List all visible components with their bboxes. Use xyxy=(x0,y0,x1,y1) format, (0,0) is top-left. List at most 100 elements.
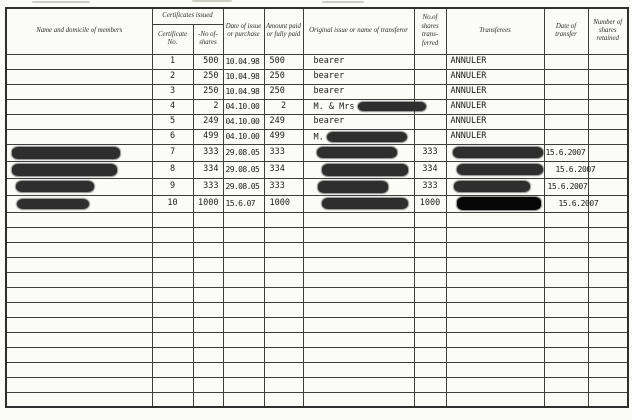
empty-cell xyxy=(413,271,447,288)
empty-cell xyxy=(445,316,545,333)
empty-cell xyxy=(222,361,265,378)
cell-transferee: ANNULER xyxy=(445,68,545,85)
empty-cell xyxy=(263,271,304,288)
cell-issue-date: 04.10.00 xyxy=(222,128,265,145)
cell-certificate-no: 7 xyxy=(151,143,194,162)
empty-cell xyxy=(587,346,629,363)
cell-amount-paid: 249 xyxy=(263,113,304,130)
table-row-empty xyxy=(5,376,629,393)
empty-cell xyxy=(543,256,589,273)
cell-member-name xyxy=(5,83,153,100)
empty-cell xyxy=(151,271,194,288)
empty-cell xyxy=(263,361,304,378)
empty-cell xyxy=(151,316,194,333)
header-no-of-shares: -No of- shares xyxy=(192,23,224,55)
empty-cell xyxy=(151,286,194,303)
header-original-issue: Original issue or name of transferor xyxy=(302,7,415,55)
empty-cell xyxy=(543,286,589,303)
empty-cell xyxy=(5,241,153,258)
cell-shares-transferred: 334 xyxy=(413,160,447,179)
empty-cell xyxy=(587,286,629,303)
cell-amount-paid: 250 xyxy=(263,68,304,85)
empty-cell xyxy=(151,301,194,318)
empty-cell xyxy=(192,316,224,333)
cell-transferee xyxy=(445,160,545,179)
empty-cell xyxy=(5,286,153,303)
redaction-bar xyxy=(16,181,94,192)
cell-no-of-shares: 249 xyxy=(192,113,224,130)
empty-cell xyxy=(413,346,447,363)
redaction-bar xyxy=(452,147,543,158)
empty-cell xyxy=(445,346,545,363)
cell-issue-date: 10.04.98 xyxy=(222,83,265,100)
empty-cell xyxy=(587,301,629,318)
empty-cell xyxy=(222,256,265,273)
cell-original-issue xyxy=(302,160,415,179)
empty-cell xyxy=(263,346,304,363)
empty-cell xyxy=(222,316,265,333)
empty-cell xyxy=(445,361,545,378)
empty-cell xyxy=(302,241,415,258)
cell-amount-paid: 500 xyxy=(263,53,304,70)
empty-cell xyxy=(445,376,545,393)
table-row-empty xyxy=(5,331,629,348)
redaction-bar xyxy=(317,180,388,193)
transfer-date-value: 15.6.2007 xyxy=(547,181,588,191)
table-header: Name and domicile of members Certificate… xyxy=(5,7,629,55)
empty-cell xyxy=(5,226,153,243)
transfer-date-value: 15.6.2007 xyxy=(545,147,586,157)
cell-original-issue xyxy=(302,177,415,196)
empty-cell xyxy=(445,271,545,288)
cell-member-name xyxy=(5,113,153,130)
empty-cell xyxy=(222,241,265,258)
cell-shares-transferred: 333 xyxy=(413,177,447,196)
empty-cell xyxy=(222,226,265,243)
empty-cell xyxy=(263,226,304,243)
cell-certificate-no: 6 xyxy=(151,128,194,145)
empty-cell xyxy=(543,316,589,333)
empty-cell xyxy=(222,346,265,363)
empty-cell xyxy=(5,211,153,228)
empty-cell xyxy=(587,361,629,378)
empty-cell xyxy=(302,331,415,348)
empty-cell xyxy=(263,316,304,333)
empty-cell xyxy=(151,211,194,228)
cell-transfer-date xyxy=(543,128,589,145)
cell-issue-date: 29.08.05 xyxy=(222,177,265,196)
transfer-date-value: 15.6.2007 xyxy=(558,198,599,208)
cell-issue-date: 10.04.98 xyxy=(222,53,265,70)
cell-original-issue: bearer xyxy=(302,113,415,130)
empty-cell xyxy=(543,211,589,228)
empty-cell xyxy=(445,241,545,258)
empty-cell xyxy=(445,331,545,348)
redaction-bar xyxy=(12,163,117,176)
cell-certificate-no: 3 xyxy=(151,83,194,100)
empty-cell xyxy=(192,241,224,258)
register-table-body: 1 500 10.04.98 500 bearer ANNULER 2 250 10.04.98… xyxy=(5,53,629,408)
empty-cell xyxy=(192,271,224,288)
cell-shares-transferred: 1000 xyxy=(413,194,447,213)
cell-original-issue: bearer xyxy=(302,83,415,100)
empty-cell xyxy=(543,391,589,408)
empty-cell xyxy=(151,376,194,393)
empty-cell xyxy=(445,286,545,303)
table-row: 10 1000 15.6.07 1000 1000 15.6.2007 xyxy=(5,194,629,213)
cell-no-of-shares: 250 xyxy=(192,68,224,85)
cell-transferee: ANNULER xyxy=(445,53,545,70)
empty-cell xyxy=(151,241,194,258)
cell-original-issue: bearer xyxy=(302,68,415,85)
empty-cell xyxy=(302,301,415,318)
empty-cell xyxy=(263,241,304,258)
table-row: 6 499 04.10.00 499 M. ANNULER xyxy=(5,128,629,145)
empty-cell xyxy=(413,256,447,273)
cell-no-of-shares: 333 xyxy=(192,143,224,162)
share-register-table: Name and domicile of members Certificate… xyxy=(5,7,629,408)
empty-cell xyxy=(302,211,415,228)
empty-cell xyxy=(5,361,153,378)
transfer-date-value: 15.6.2007 xyxy=(555,164,596,174)
cell-amount-paid: 250 xyxy=(263,83,304,100)
empty-cell xyxy=(222,376,265,393)
table-row-empty xyxy=(5,241,629,258)
header-shares-transferred: No.of shares trans- ferred xyxy=(413,7,447,55)
